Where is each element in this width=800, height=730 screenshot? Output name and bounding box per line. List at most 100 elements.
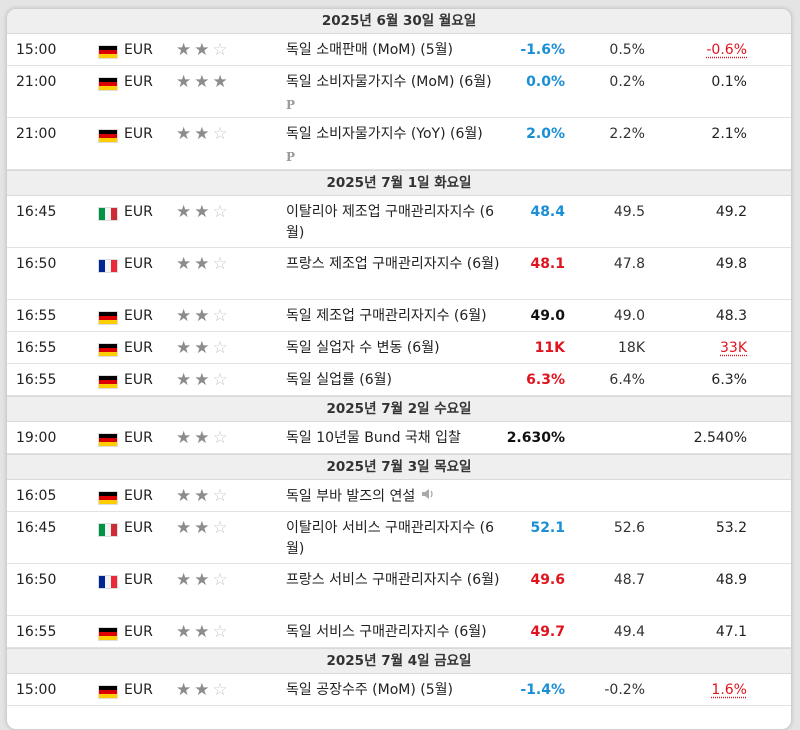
event-name[interactable]: 독일 소매판매 (MoM) (5월) — [286, 40, 508, 61]
star-icon: ☆ — [212, 570, 231, 590]
star-icon: ☆ — [212, 680, 231, 700]
actual-value: 11K — [534, 340, 565, 356]
importance-stars: ★★☆ — [176, 486, 231, 506]
importance-stars: ★★☆ — [176, 570, 231, 590]
previous-value: 6.3% — [711, 372, 747, 388]
event-name[interactable]: 이탈리아 서비스 구매관리자지수 (6월) — [286, 518, 508, 560]
event-time: 16:45 — [16, 520, 57, 536]
flag-icon — [98, 575, 118, 589]
event-name-text[interactable]: 프랑스 서비스 구매관리자지수 (6월) — [286, 572, 500, 588]
forecast-value: 6.4% — [609, 372, 645, 388]
event-name-text[interactable]: 독일 서비스 구매관리자지수 (6월) — [286, 624, 487, 640]
star-icon: ☆ — [212, 40, 231, 60]
event-name[interactable]: 독일 서비스 구매관리자지수 (6월) — [286, 622, 508, 643]
forecast-value: 47.8 — [613, 256, 645, 272]
event-name-text[interactable]: 독일 공장수주 (MoM) (5월) — [286, 682, 453, 698]
event-name[interactable]: 이탈리아 제조업 구매관리자지수 (6월) — [286, 202, 508, 244]
star-icon: ★ — [176, 254, 195, 274]
importance-stars: ★★☆ — [176, 370, 231, 390]
event-name-text[interactable]: 프랑스 제조업 구매관리자지수 (6월) — [286, 256, 500, 272]
event-name-text[interactable]: 독일 소매판매 (MoM) (5월) — [286, 42, 453, 58]
event-row[interactable]: 21:00 EUR ★★☆ 독일 소비자물가지수 (YoY) (6월) P 2.0% 2.2… — [7, 118, 791, 170]
actual-value: 49.0 — [530, 308, 565, 324]
event-row[interactable]: 16:55 EUR ★★☆ 독일 서비스 구매관리자지수 (6월) 49.7 49.4 47… — [7, 616, 791, 648]
event-name[interactable]: 프랑스 제조업 구매관리자지수 (6월) — [286, 254, 508, 275]
event-name[interactable]: 독일 10년물 Bund 국채 입찰 — [286, 428, 508, 449]
event-row[interactable]: 16:45 EUR ★★☆ 이탈리아 제조업 구매관리자지수 (6월) 48.4 49.5… — [7, 196, 791, 248]
actual-value: -1.6% — [520, 42, 565, 58]
event-row[interactable]: 19:00 EUR ★★☆ 독일 10년물 Bund 국채 입찰 2.630% 2.540… — [7, 422, 791, 454]
currency-label: EUR — [124, 488, 153, 504]
previous-value[interactable]: -0.6% — [706, 42, 747, 58]
importance-stars: ★★☆ — [176, 124, 231, 144]
event-name[interactable]: 독일 부바 발즈의 연설 — [286, 486, 508, 508]
event-name[interactable]: 독일 공장수주 (MoM) (5월) — [286, 680, 508, 701]
event-row[interactable]: 16:05 EUR ★★☆ 독일 부바 발즈의 연설 — [7, 480, 791, 512]
forecast-value: -0.2% — [604, 682, 645, 698]
event-time: 21:00 — [16, 126, 57, 142]
event-row[interactable]: 15:00 EUR ★★☆ 독일 공장수주 (MoM) (5월) -1.4% -0.2% 1… — [7, 674, 791, 706]
importance-stars: ★★☆ — [176, 680, 231, 700]
star-icon: ★ — [194, 370, 213, 390]
star-icon: ☆ — [212, 428, 231, 448]
flag-icon — [98, 491, 118, 505]
actual-value: 49.7 — [530, 624, 565, 640]
forecast-value: 52.6 — [613, 520, 645, 536]
event-name[interactable]: 독일 소비자물가지수 (MoM) (6월) P — [286, 72, 508, 116]
event-name[interactable]: 독일 실업률 (6월) — [286, 370, 508, 391]
previous-value: 48.3 — [715, 308, 747, 324]
event-row[interactable]: 16:45 EUR ★★☆ 이탈리아 서비스 구매관리자지수 (6월) 52.1 52.6… — [7, 512, 791, 564]
event-row[interactable]: 21:00 EUR ★★★ 독일 소비자물가지수 (MoM) (6월) P 0.0% 0.2… — [7, 66, 791, 118]
event-name-text[interactable]: 독일 제조업 구매관리자지수 (6월) — [286, 308, 487, 324]
event-name-text[interactable]: 독일 실업자 수 변동 (6월) — [286, 340, 440, 356]
flag-icon — [98, 523, 118, 537]
event-name-text[interactable]: 독일 실업률 (6월) — [286, 372, 393, 388]
actual-value: -1.4% — [520, 682, 565, 698]
event-time: 15:00 — [16, 42, 57, 58]
event-name[interactable]: 독일 실업자 수 변동 (6월) — [286, 338, 508, 359]
currency-label: EUR — [124, 204, 153, 220]
event-name-text[interactable]: 독일 소비자물가지수 (YoY) (6월) — [286, 126, 483, 142]
forecast-value: 0.2% — [609, 74, 645, 90]
event-row[interactable]: 15:00 EUR ★★☆ 독일 소매판매 (MoM) (5월) -1.6% 0.5% -0… — [7, 34, 791, 66]
event-name-text[interactable]: 이탈리아 제조업 구매관리자지수 (6월) — [286, 204, 495, 241]
event-time: 16:55 — [16, 624, 57, 640]
event-row[interactable]: 16:50 EUR ★★☆ 프랑스 제조업 구매관리자지수 (6월) 48.1 47.8 4… — [7, 248, 791, 300]
importance-stars: ★★☆ — [176, 40, 231, 60]
star-icon: ★ — [176, 370, 195, 390]
flag-icon — [98, 685, 118, 699]
star-icon: ☆ — [212, 124, 231, 144]
event-row[interactable]: 16:50 EUR ★★☆ 프랑스 서비스 구매관리자지수 (6월) 49.6 48.7 4… — [7, 564, 791, 616]
speaker-icon — [421, 486, 435, 507]
event-name-text[interactable]: 이탈리아 서비스 구매관리자지수 (6월) — [286, 520, 495, 557]
event-name-text[interactable]: 독일 소비자물가지수 (MoM) (6월) — [286, 74, 492, 90]
event-row[interactable]: 16:55 EUR ★★☆ 독일 제조업 구매관리자지수 (6월) 49.0 49.0 48… — [7, 300, 791, 332]
flag-icon — [98, 259, 118, 273]
day-header: 2025년 7월 2일 수요일 — [7, 396, 791, 422]
currency-label: EUR — [124, 308, 153, 324]
currency-label: EUR — [124, 372, 153, 388]
currency-label: EUR — [124, 572, 153, 588]
flag-icon — [98, 45, 118, 59]
event-row[interactable]: 16:55 EUR ★★☆ 독일 실업률 (6월) 6.3% 6.4% 6.3% — [7, 364, 791, 396]
previous-value: 53.2 — [715, 520, 747, 536]
event-name[interactable]: 프랑스 서비스 구매관리자지수 (6월) — [286, 570, 508, 591]
event-name[interactable]: 독일 제조업 구매관리자지수 (6월) — [286, 306, 508, 327]
day-header: 2025년 7월 1일 화요일 — [7, 170, 791, 196]
flag-icon — [98, 375, 118, 389]
importance-stars: ★★☆ — [176, 254, 231, 274]
event-row[interactable]: 16:55 EUR ★★☆ 독일 실업자 수 변동 (6월) 11K 18K 33K — [7, 332, 791, 364]
calendar-body: 2025년 6월 30일 월요일 15:00 EUR ★★☆ 독일 소매판매 (MoM)… — [7, 9, 791, 706]
event-name-text[interactable]: 독일 부바 발즈의 연설 — [286, 488, 416, 505]
flag-icon — [98, 433, 118, 447]
star-icon: ★ — [176, 124, 195, 144]
star-icon: ★ — [194, 428, 213, 448]
event-name[interactable]: 독일 소비자물가지수 (YoY) (6월) P — [286, 124, 508, 168]
star-icon: ☆ — [212, 202, 231, 222]
star-icon: ★ — [194, 72, 213, 92]
previous-value[interactable]: 33K — [720, 340, 747, 356]
actual-value: 48.1 — [530, 256, 565, 272]
previous-value[interactable]: 1.6% — [711, 682, 747, 698]
event-name-text[interactable]: 독일 10년물 Bund 국채 입찰 — [286, 430, 461, 446]
importance-stars: ★★☆ — [176, 306, 231, 326]
